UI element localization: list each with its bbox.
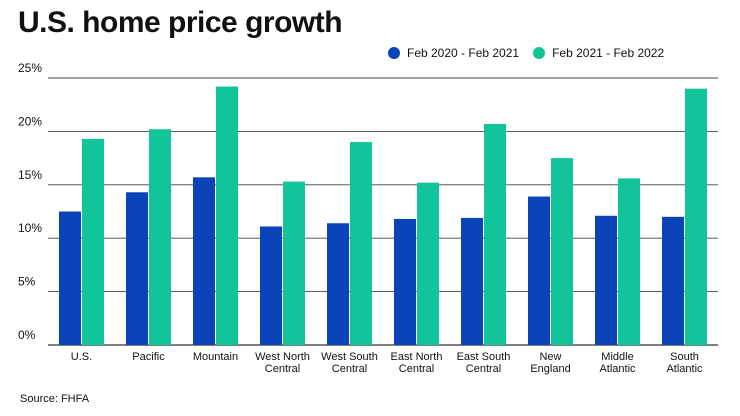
y-tick-label: 25%	[18, 61, 42, 75]
legend-label: Feb 2020 - Feb 2021	[407, 46, 520, 60]
bar-feb2020-feb2021	[59, 211, 81, 345]
bar-feb2021-feb2022	[350, 142, 372, 345]
x-tick-label: West North Central	[255, 351, 310, 375]
bar-feb2020-feb2021	[260, 226, 282, 345]
x-tick-label: East South Central	[457, 351, 511, 375]
bar-feb2021-feb2022	[283, 181, 305, 345]
legend-item-series-1: Feb 2020 - Feb 2021	[388, 46, 519, 60]
bar-feb2020-feb2021	[327, 223, 349, 345]
x-tick-label: U.S.	[71, 351, 92, 363]
x-tick-label: West South Central	[321, 351, 378, 375]
bar-feb2020-feb2021	[595, 215, 617, 345]
bar-feb2020-feb2021	[461, 217, 483, 345]
bar-feb2021-feb2022	[82, 138, 104, 345]
x-tick-label: New England	[530, 351, 570, 375]
bar-feb2021-feb2022	[685, 88, 707, 346]
bar-feb2020-feb2021	[394, 218, 416, 345]
chart-title: U.S. home price growth	[18, 6, 343, 39]
legend-item-series-2: Feb 2021 - Feb 2022	[533, 46, 664, 60]
x-tick-label: South Atlantic	[666, 351, 703, 375]
x-tick-label: Mountain	[193, 351, 238, 363]
bar-feb2020-feb2021	[528, 196, 550, 345]
bar-feb2020-feb2021	[193, 177, 215, 345]
source-note: Source: FHFA	[20, 393, 90, 405]
bar-feb2020-feb2021	[662, 216, 684, 345]
legend: Feb 2020 - Feb 2021 Feb 2021 - Feb 2022	[388, 46, 664, 60]
x-tick-label: Pacific	[132, 351, 165, 363]
y-tick-label: 15%	[18, 168, 42, 182]
y-tick-label: 5%	[18, 275, 36, 289]
y-tick-label: 0%	[18, 328, 36, 342]
bar-feb2021-feb2022	[484, 123, 506, 345]
bar-feb2021-feb2022	[618, 178, 640, 345]
x-tick-label: East North Central	[391, 351, 443, 375]
legend-dot-icon	[388, 47, 400, 59]
x-tick-label: Middle Atlantic	[599, 351, 636, 375]
y-tick-label: 10%	[18, 221, 42, 235]
bar-feb2021-feb2022	[216, 86, 238, 345]
legend-dot-icon	[533, 47, 546, 59]
legend-label: Feb 2021 - Feb 2022	[552, 46, 665, 60]
bar-feb2021-feb2022	[551, 158, 573, 345]
bar-feb2021-feb2022	[149, 129, 171, 345]
y-tick-label: 20%	[18, 114, 42, 128]
bar-feb2021-feb2022	[417, 182, 439, 345]
bar-feb2020-feb2021	[126, 192, 148, 345]
